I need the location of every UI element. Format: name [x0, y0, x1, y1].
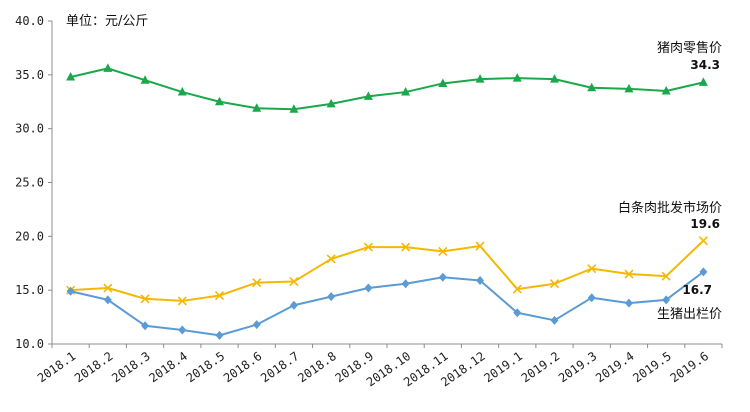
series-end-value: 19.6 [690, 217, 720, 231]
data-point [624, 298, 633, 308]
x-tick-label: 2018.1 [35, 349, 79, 385]
data-point [549, 279, 560, 289]
data-point [103, 63, 113, 72]
data-point [438, 246, 448, 256]
data-point [326, 254, 336, 264]
series-line [70, 239, 705, 302]
x-tick-label: 2018.4 [146, 349, 190, 385]
series-end-value: 16.7 [682, 283, 712, 297]
data-point [662, 295, 671, 305]
data-point [252, 103, 262, 112]
data-point [661, 85, 671, 95]
data-point [363, 91, 373, 100]
x-tick-label: 2019.6 [668, 349, 712, 385]
x-tick-label: 2018.2 [72, 349, 116, 385]
data-point [178, 325, 187, 335]
y-tick-label: 25.0 [15, 176, 44, 190]
y-tick-label: 40.0 [15, 14, 44, 28]
data-point [252, 278, 262, 288]
data-point [698, 236, 708, 246]
data-point [289, 276, 299, 287]
data-point [513, 308, 522, 318]
axes [51, 21, 722, 345]
data-point [214, 290, 225, 301]
series-name-label: 生猪出栏价 [657, 307, 722, 322]
data-point [289, 300, 298, 310]
series-end-value: 34.3 [690, 58, 720, 72]
data-point [140, 294, 150, 304]
x-tick-label: 2019.4 [593, 349, 637, 385]
data-point [698, 77, 708, 86]
y-tick-label: 10.0 [15, 337, 44, 351]
data-point [587, 293, 596, 303]
data-point [140, 75, 150, 84]
data-point [512, 284, 522, 294]
data-point [66, 286, 75, 296]
x-tick-label: 2018.5 [184, 349, 228, 385]
series-1 [66, 236, 708, 306]
series-group [66, 63, 708, 340]
x-tick-label: 2019.1 [481, 349, 525, 385]
data-point [624, 83, 634, 93]
x-tick-label: 2018.3 [109, 349, 153, 385]
data-point [141, 321, 150, 331]
data-point [587, 82, 597, 92]
series-name-label: 白条肉批发市场价 [618, 200, 722, 216]
x-tick-label: 2019.2 [519, 349, 563, 385]
data-point [438, 78, 448, 87]
data-point [289, 104, 299, 113]
series-2 [66, 267, 708, 340]
x-tick-label: 2019.3 [556, 349, 600, 385]
data-point [103, 283, 113, 293]
data-point [326, 98, 336, 108]
data-point [624, 269, 634, 279]
y-tick-label: 15.0 [15, 283, 44, 297]
x-tick-label: 2018.7 [258, 349, 302, 385]
x-tick-label: 2018.6 [221, 349, 265, 385]
data-point [177, 87, 187, 96]
y-tick-label: 35.0 [15, 68, 44, 82]
x-tick-label: 2018.8 [295, 349, 339, 385]
data-point [587, 264, 597, 274]
data-point [438, 272, 447, 282]
data-point [550, 315, 559, 325]
y-tick-label: 20.0 [15, 229, 44, 243]
y-tick-label: 30.0 [15, 122, 44, 136]
data-point [475, 74, 485, 83]
series-line [70, 271, 704, 337]
data-point [215, 330, 224, 340]
x-tick-label: 2019.5 [630, 349, 674, 385]
x-axis-ticks: 2018.12018.22018.32018.42018.52018.62018… [35, 344, 723, 389]
data-point [550, 74, 559, 83]
unit-label: 单位：元/公斤 [66, 14, 148, 29]
data-point [363, 242, 373, 252]
data-point [401, 87, 411, 96]
data-point [476, 275, 485, 285]
series-line [70, 67, 704, 111]
data-point [215, 96, 224, 106]
y-axis-ticks: 10.0 15.0 20.0 25.0 30.0 35.0 40.0 [15, 14, 52, 351]
data-point [475, 241, 485, 251]
data-point [512, 73, 522, 82]
data-point [364, 283, 373, 293]
data-point [401, 279, 410, 289]
data-point [103, 295, 112, 305]
series-0 [66, 63, 708, 113]
data-point [252, 320, 261, 330]
data-point [177, 296, 187, 306]
data-point [699, 267, 708, 277]
data-point [327, 292, 336, 302]
data-point [66, 71, 76, 81]
data-point [661, 271, 671, 281]
data-point [401, 242, 411, 252]
series-name-label: 猪肉零售价 [657, 40, 722, 56]
